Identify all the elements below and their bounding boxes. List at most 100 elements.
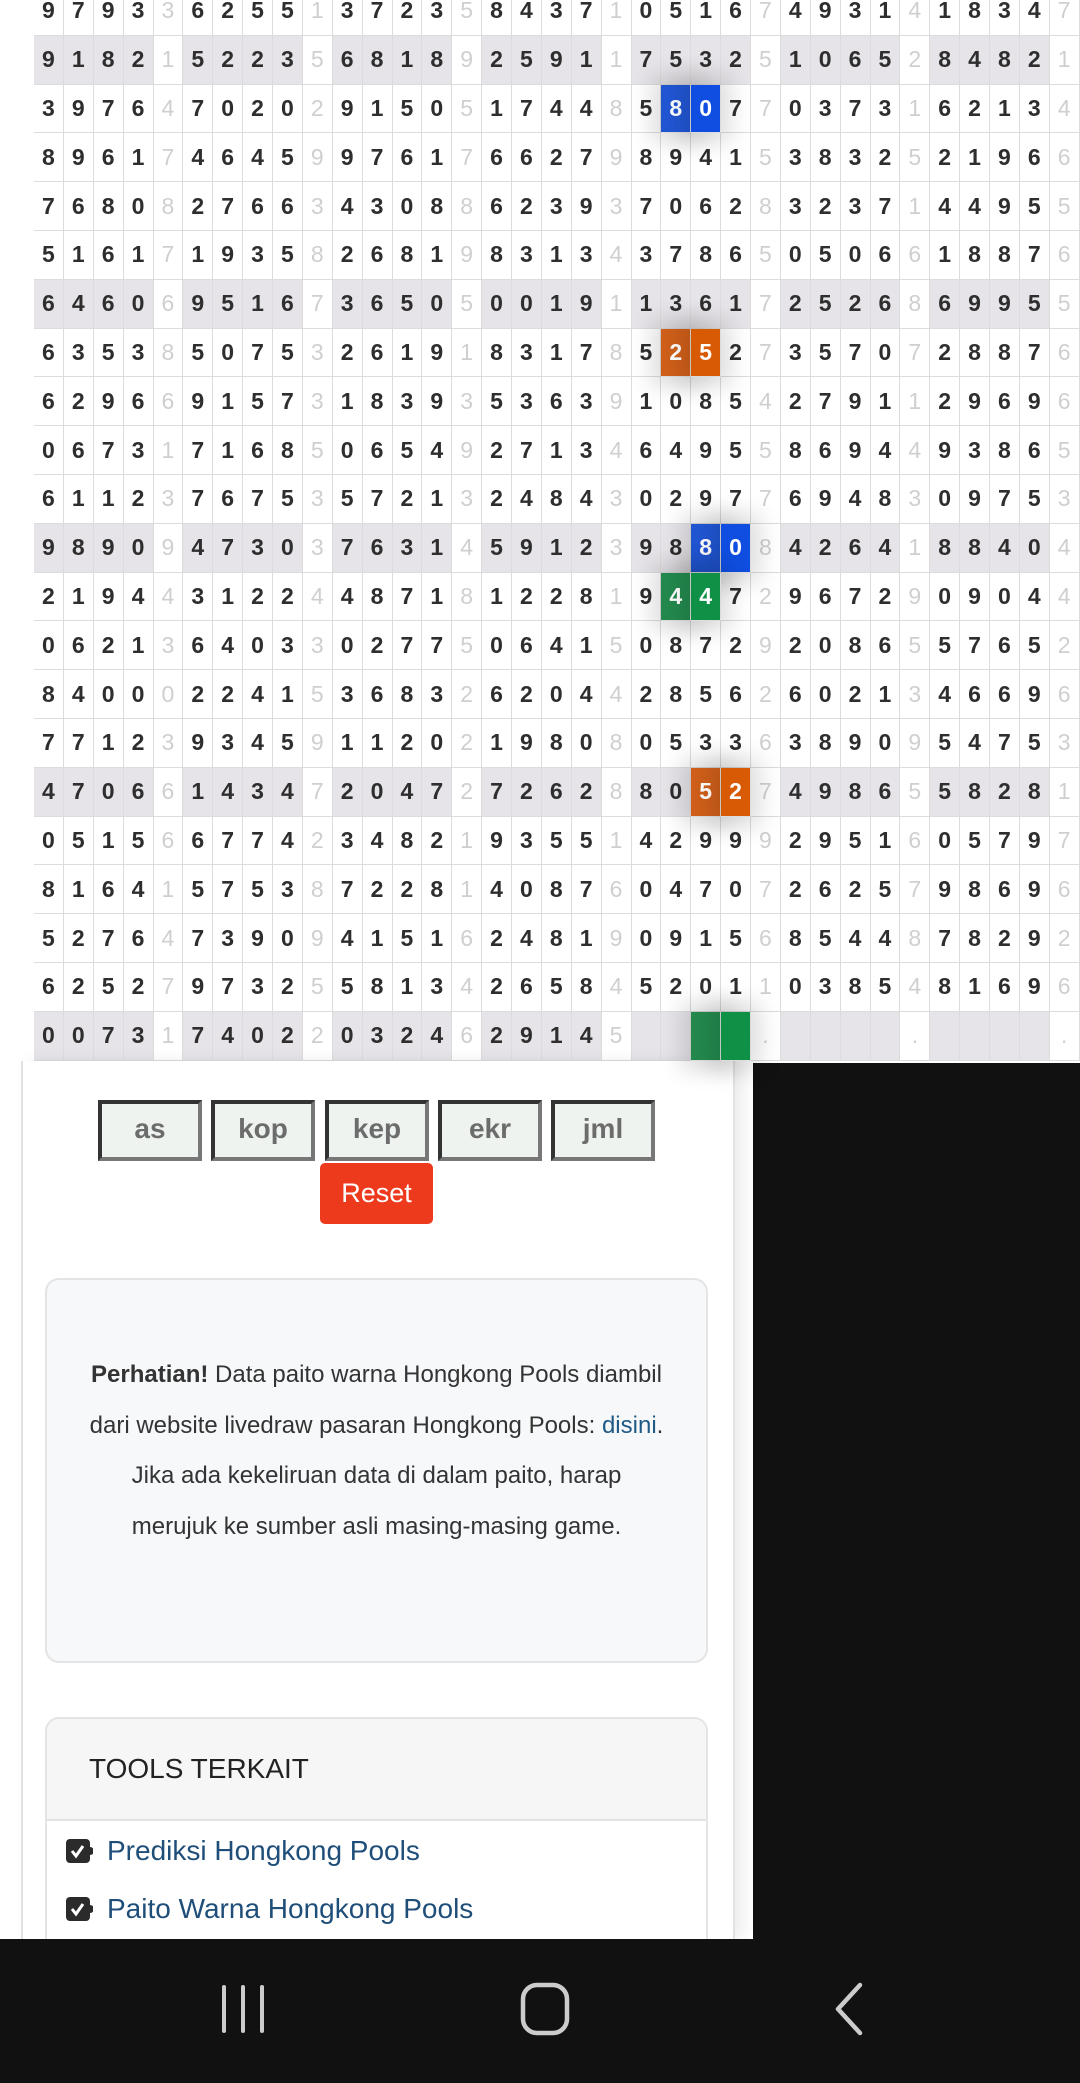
grid-cell[interactable]: 0 [123, 279, 154, 329]
grid-cell[interactable]: 2 [661, 816, 692, 866]
grid-cell[interactable]: 4 [34, 767, 64, 817]
grid-cell[interactable]: 2 [482, 35, 512, 85]
grid-cell[interactable]: 2 [93, 621, 124, 671]
grid-cell-highlighted[interactable] [691, 1011, 722, 1061]
grid-cell[interactable]: 3 [123, 328, 154, 378]
grid-cell[interactable]: 5 [1019, 279, 1050, 329]
grid-cell[interactable]: 6 [840, 523, 871, 573]
grid-cell[interactable]: 0 [810, 621, 841, 671]
grid-cell[interactable]: 3 [870, 84, 901, 134]
grid-cell[interactable]: 7 [571, 133, 602, 183]
grid-cell[interactable]: 5 [273, 133, 303, 183]
grid-cell[interactable]: 2 [810, 523, 841, 573]
grid-cell[interactable]: 8 [482, 230, 512, 280]
grid-cell[interactable]: 8 [960, 230, 990, 280]
grid-cell[interactable]: 5 [63, 816, 94, 866]
grid-cell[interactable]: 9 [810, 816, 841, 866]
grid-cell[interactable]: 6 [1019, 426, 1050, 475]
grid-cell[interactable]: 2 [990, 767, 1020, 817]
grid-cell[interactable]: 1 [870, 0, 901, 36]
grid-cell[interactable]: 9 [422, 377, 453, 427]
grid-cell[interactable]: 8 [422, 35, 453, 85]
grid-cell[interactable]: 0 [840, 230, 871, 280]
grid-cell[interactable]: 9 [93, 377, 124, 427]
grid-cell[interactable]: 1 [123, 133, 154, 183]
grid-cell[interactable]: 7 [691, 621, 722, 671]
grid-cell[interactable]: 2 [512, 182, 542, 231]
grid-cell[interactable]: 9 [422, 328, 453, 378]
grid-cell[interactable]: 0 [213, 328, 244, 378]
grid-cell[interactable]: 9 [213, 230, 244, 280]
grid-cell[interactable]: 7 [661, 230, 692, 280]
grid-cell[interactable] [661, 1011, 692, 1061]
grid-cell[interactable]: 7 [63, 718, 94, 768]
grid-cell[interactable]: 3 [183, 572, 214, 622]
grid-cell-highlighted[interactable] [721, 1011, 751, 1061]
grid-cell[interactable] [631, 1011, 662, 1061]
grid-cell[interactable]: 6 [990, 962, 1020, 1012]
grid-cell[interactable]: 3 [332, 816, 363, 866]
grid-cell[interactable]: 2 [631, 670, 662, 719]
grid-cell[interactable]: 1 [870, 816, 901, 866]
grid-cell[interactable]: 4 [482, 865, 512, 915]
grid-cell[interactable]: 4 [990, 523, 1020, 573]
grid-cell[interactable]: 7 [183, 426, 214, 475]
grid-cell[interactable]: 9 [780, 572, 811, 622]
grid-cell[interactable]: 0 [362, 767, 393, 817]
grid-cell[interactable]: 5 [870, 962, 901, 1012]
grid-cell[interactable]: 4 [63, 670, 94, 719]
grid-cell[interactable]: 6 [870, 621, 901, 671]
grid-cell[interactable]: 1 [63, 572, 94, 622]
grid-cell[interactable]: 8 [93, 35, 124, 85]
grid-cell[interactable]: 2 [213, 670, 244, 719]
grid-cell[interactable]: 2 [362, 865, 393, 915]
grid-cell[interactable]: 9 [183, 962, 214, 1012]
grid-cell[interactable]: 4 [930, 670, 961, 719]
grid-cell[interactable]: 5 [810, 230, 841, 280]
grid-cell[interactable]: 4 [541, 621, 572, 671]
grid-cell[interactable]: 6 [183, 0, 214, 36]
grid-cell[interactable]: 5 [930, 621, 961, 671]
grid-cell[interactable]: 9 [960, 377, 990, 427]
grid-cell[interactable]: 5 [960, 816, 990, 866]
grid-cell-highlighted[interactable]: 2 [661, 328, 692, 378]
grid-cell[interactable] [780, 1011, 811, 1061]
grid-cell[interactable]: 3 [273, 621, 303, 671]
grid-cell[interactable]: 1 [541, 230, 572, 280]
grid-cell[interactable]: 4 [571, 1011, 602, 1061]
grid-cell[interactable]: 5 [93, 328, 124, 378]
grid-cell[interactable]: 5 [571, 816, 602, 866]
grid-cell[interactable]: 8 [691, 230, 722, 280]
grid-cell[interactable]: 9 [332, 133, 363, 183]
grid-cell[interactable]: 3 [780, 182, 811, 231]
grid-cell[interactable]: 7 [34, 182, 64, 231]
filter-as-button[interactable]: as [98, 1100, 202, 1161]
grid-cell[interactable] [960, 1011, 990, 1061]
grid-cell[interactable]: 9 [512, 718, 542, 768]
grid-cell[interactable]: 0 [123, 182, 154, 231]
grid-cell[interactable]: 1 [631, 279, 662, 329]
grid-cell[interactable]: 6 [63, 182, 94, 231]
grid-cell[interactable]: 7 [990, 816, 1020, 866]
grid-cell[interactable]: 5 [1019, 718, 1050, 768]
grid-cell[interactable]: 6 [93, 133, 124, 183]
grid-cell[interactable] [1019, 1011, 1050, 1061]
grid-cell[interactable]: 7 [1019, 328, 1050, 378]
grid-cell[interactable]: 0 [870, 328, 901, 378]
grid-cell[interactable]: 6 [870, 767, 901, 817]
grid-cell[interactable]: 5 [661, 718, 692, 768]
grid-cell[interactable]: 9 [34, 35, 64, 85]
grid-cell[interactable]: 6 [960, 670, 990, 719]
grid-cell[interactable]: 0 [930, 474, 961, 524]
grid-cell[interactable]: 5 [123, 816, 154, 866]
grid-cell[interactable]: 8 [541, 718, 572, 768]
grid-cell[interactable]: 9 [93, 0, 124, 36]
grid-cell[interactable]: 8 [930, 35, 961, 85]
grid-cell[interactable]: 8 [661, 670, 692, 719]
grid-cell[interactable]: 2 [243, 84, 273, 134]
grid-cell[interactable]: 0 [422, 718, 453, 768]
grid-cell[interactable]: 6 [721, 0, 751, 36]
grid-cell[interactable]: 1 [213, 572, 244, 622]
grid-cell[interactable]: 9 [721, 816, 751, 866]
grid-cell[interactable]: 7 [93, 1011, 124, 1061]
